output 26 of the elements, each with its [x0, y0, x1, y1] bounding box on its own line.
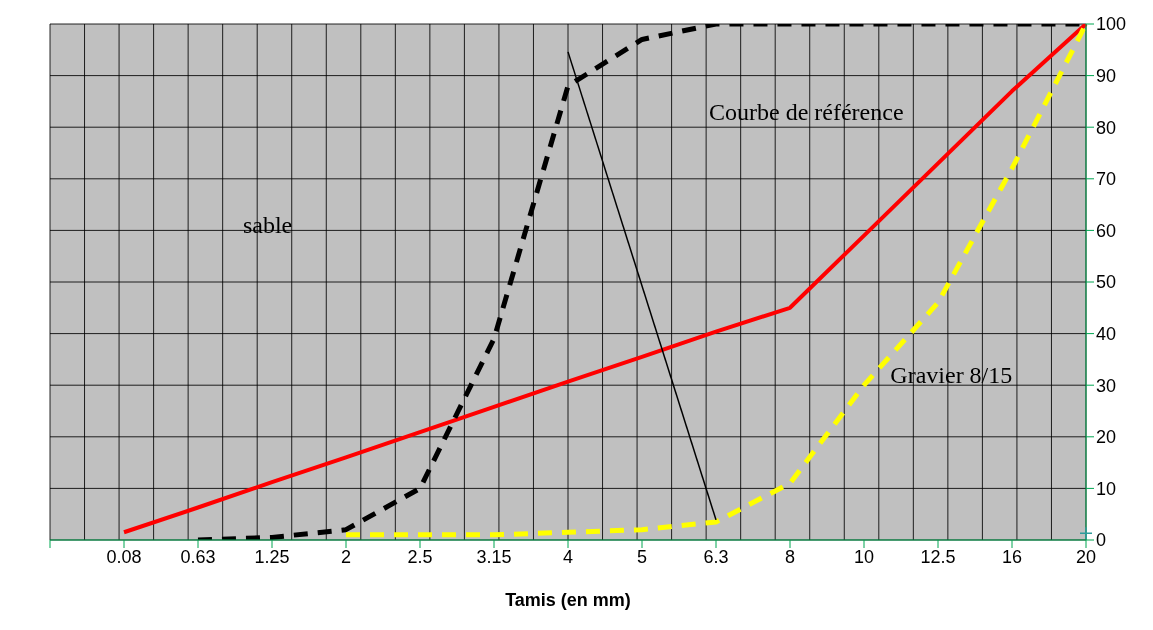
x-tick-label: 6.3 [703, 546, 729, 567]
y-tick-label: 90 [1096, 65, 1117, 86]
x-tick-label: 5 [636, 546, 648, 567]
x-tick-label: 20 [1075, 546, 1097, 567]
y-tick-label: 40 [1096, 323, 1117, 344]
y-tick-label: 80 [1096, 117, 1117, 138]
x-tick-label: 4 [562, 546, 574, 567]
y-tick-label: 60 [1096, 220, 1117, 241]
y-tick-label: 20 [1096, 427, 1117, 448]
x-tick-label: 8 [784, 546, 796, 567]
y-tick-label: 0 [1096, 530, 1107, 551]
x-tick-label: 1.25 [254, 546, 290, 567]
y-tick-label: 70 [1096, 169, 1117, 190]
x-tick-label: 0.08 [106, 546, 142, 567]
x-tick-label: 16 [1001, 546, 1023, 567]
x-tick-label: 3.15 [476, 546, 512, 567]
x-tick-label: 10 [853, 546, 875, 567]
x-tick-label: 0.63 [180, 546, 216, 567]
x-axis-title: Tamis (en mm) [505, 590, 631, 610]
x-tick-label: 12.5 [920, 546, 956, 567]
y-tick-label: 10 [1096, 478, 1117, 499]
y-tick-label: 30 [1096, 375, 1117, 396]
y-tick-label: 50 [1096, 272, 1117, 293]
x-tick-label: 2 [340, 546, 352, 567]
x-tick-label: 2.5 [407, 546, 433, 567]
y-tick-label: 100 [1096, 14, 1127, 35]
